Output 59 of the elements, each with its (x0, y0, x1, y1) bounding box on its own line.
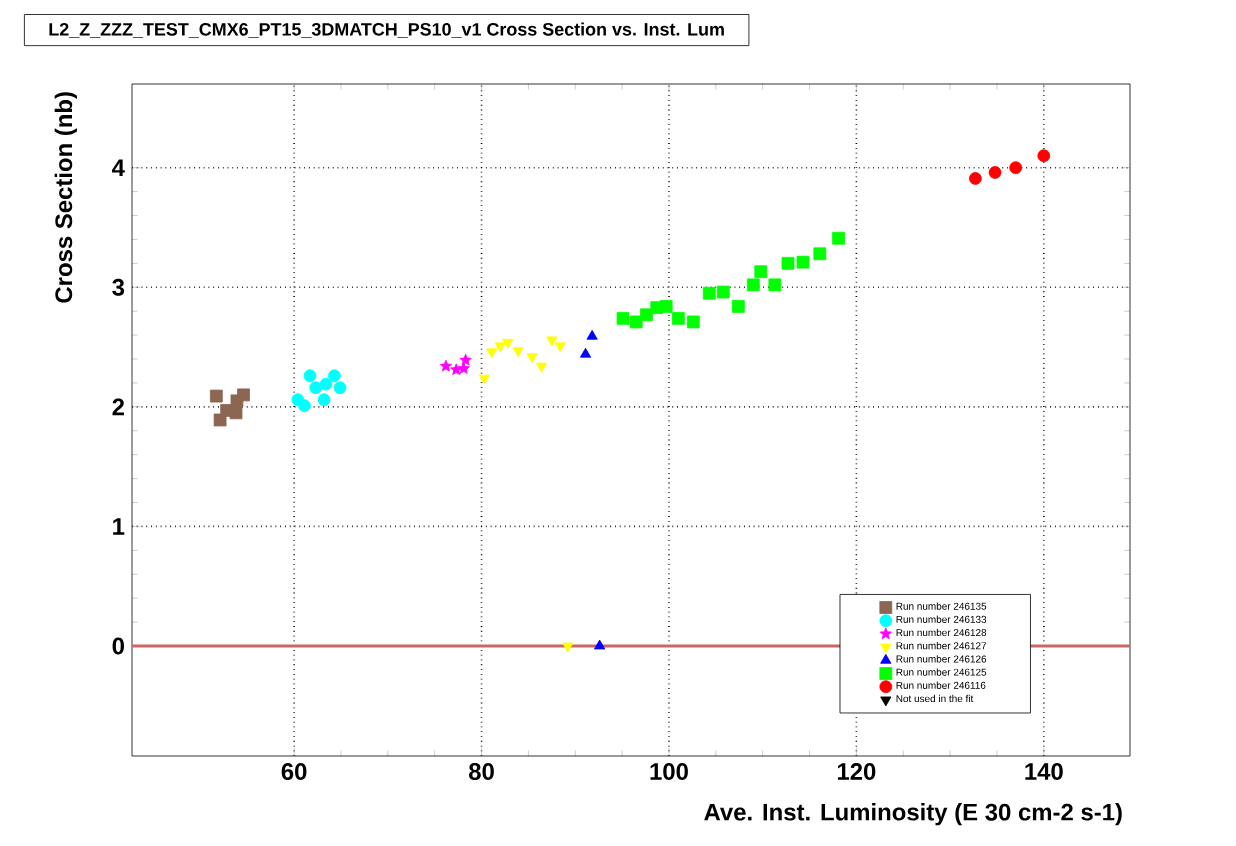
point (731, 300, 745, 313)
y-tick-label: 0 (112, 637, 124, 655)
x-axis-title: Ave. Inst. Luminosity (E 30 cm-2 s-1) (704, 803, 1122, 826)
point (478, 374, 490, 385)
point (702, 286, 716, 300)
point (319, 377, 333, 391)
point (230, 394, 244, 408)
x-tick-label: 120 (837, 763, 876, 780)
point (535, 362, 548, 373)
y-tick-label: 2 (112, 398, 125, 416)
point (502, 338, 514, 349)
point (457, 362, 470, 374)
x-tick-label: 100 (650, 763, 688, 780)
x-tick-label: 140 (1025, 763, 1063, 780)
point (813, 247, 827, 261)
point (546, 336, 558, 347)
y-tick-label: 4 (112, 159, 125, 176)
point (486, 348, 498, 359)
point (554, 342, 566, 353)
point (229, 406, 243, 420)
point (1009, 161, 1023, 175)
point (526, 353, 538, 363)
point (328, 369, 341, 383)
point (309, 381, 323, 395)
y-tick-label: 1 (113, 518, 125, 535)
point (459, 353, 472, 366)
point (754, 265, 768, 279)
point (671, 311, 685, 325)
point (988, 166, 1002, 179)
point (659, 300, 673, 313)
x-tick-label: 60 (281, 763, 307, 780)
point (298, 399, 311, 413)
point (796, 255, 810, 269)
y-tick-label: 3 (112, 278, 125, 296)
point (969, 172, 982, 185)
point (616, 311, 630, 325)
point (317, 393, 331, 407)
point (209, 389, 223, 403)
chart-title: L2_Z_ZZZ_TEST_CMX6_PT15_3DMATCH_PS10_v1 Cross Section vs. Inst. Lum (49, 22, 724, 38)
point (1037, 149, 1051, 163)
point (586, 329, 598, 340)
point (746, 278, 760, 292)
point (716, 285, 730, 299)
point (768, 278, 782, 292)
point (579, 347, 592, 358)
x-tick-label: 80 (468, 763, 494, 780)
point (562, 642, 574, 653)
point (629, 315, 643, 329)
point (303, 369, 317, 383)
point (686, 315, 700, 329)
point (640, 308, 653, 322)
point (439, 359, 453, 372)
y-axis-title: Cross Section (nb) (54, 92, 77, 303)
point (781, 256, 795, 270)
point (494, 342, 506, 353)
point (333, 381, 347, 395)
point (512, 347, 524, 358)
point (832, 231, 845, 245)
point (594, 639, 606, 650)
